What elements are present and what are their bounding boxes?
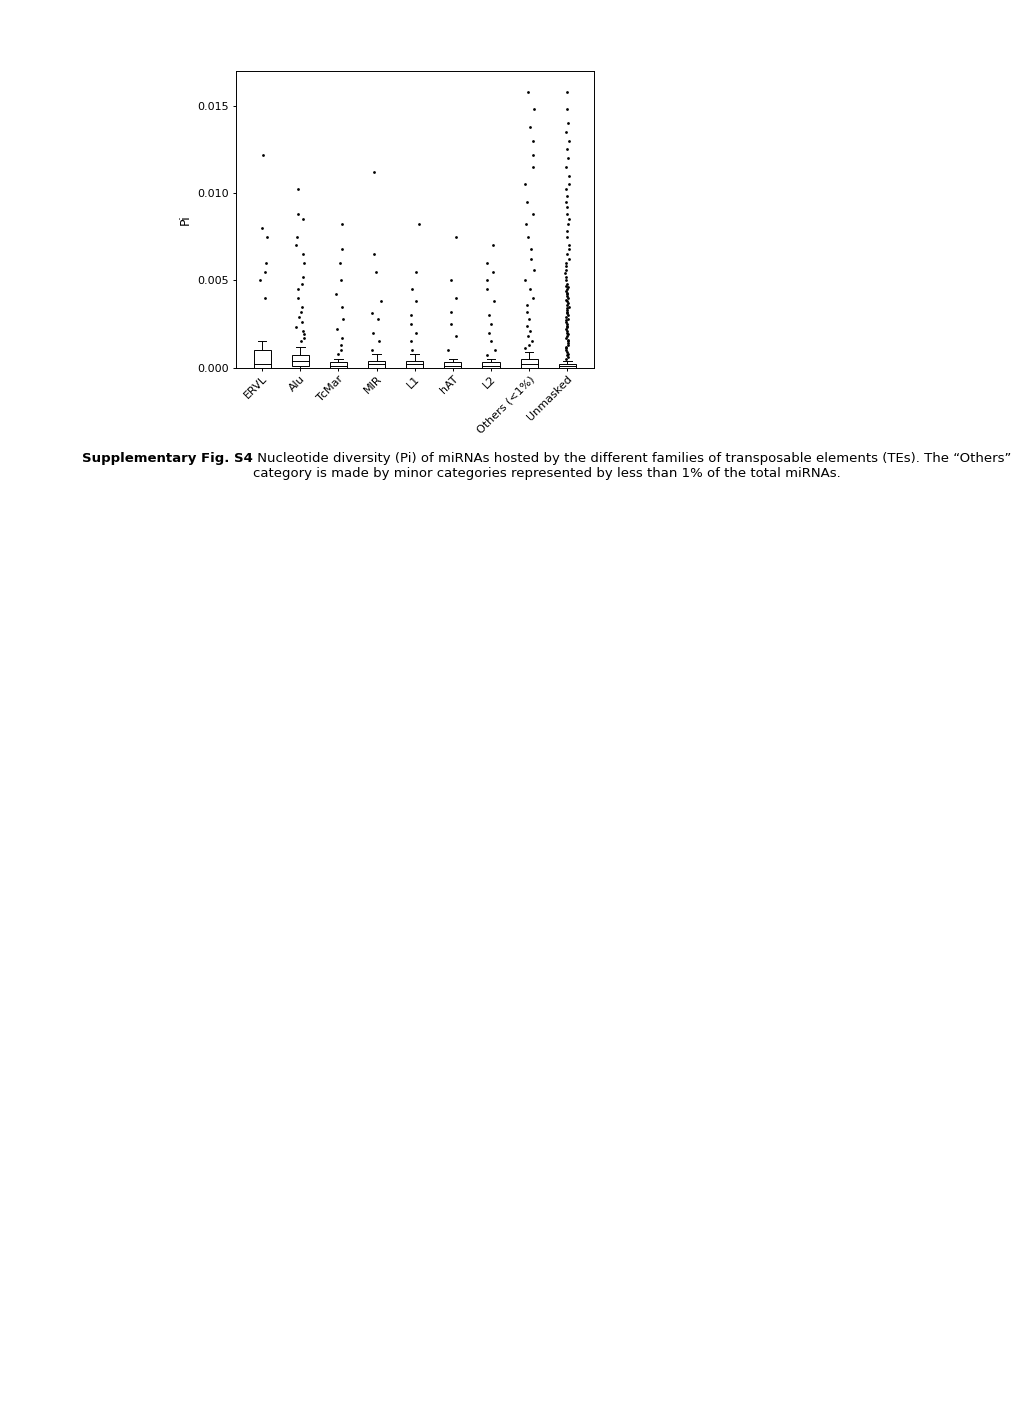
Bar (520, 359, 538, 368)
Bar (368, 361, 385, 368)
Text: Supplementary Fig. S4: Supplementary Fig. S4 (82, 452, 253, 465)
Bar (444, 362, 462, 368)
Y-axis label: Pi: Pi (179, 214, 193, 225)
Text: Nucleotide diversity (Pi) of miRNAs hosted by the different families of transpos: Nucleotide diversity (Pi) of miRNAs host… (253, 452, 1011, 481)
Bar (330, 362, 347, 368)
Bar (559, 365, 575, 368)
Bar (407, 361, 423, 368)
Bar (254, 351, 270, 368)
Bar (292, 355, 309, 366)
Bar (482, 362, 500, 368)
